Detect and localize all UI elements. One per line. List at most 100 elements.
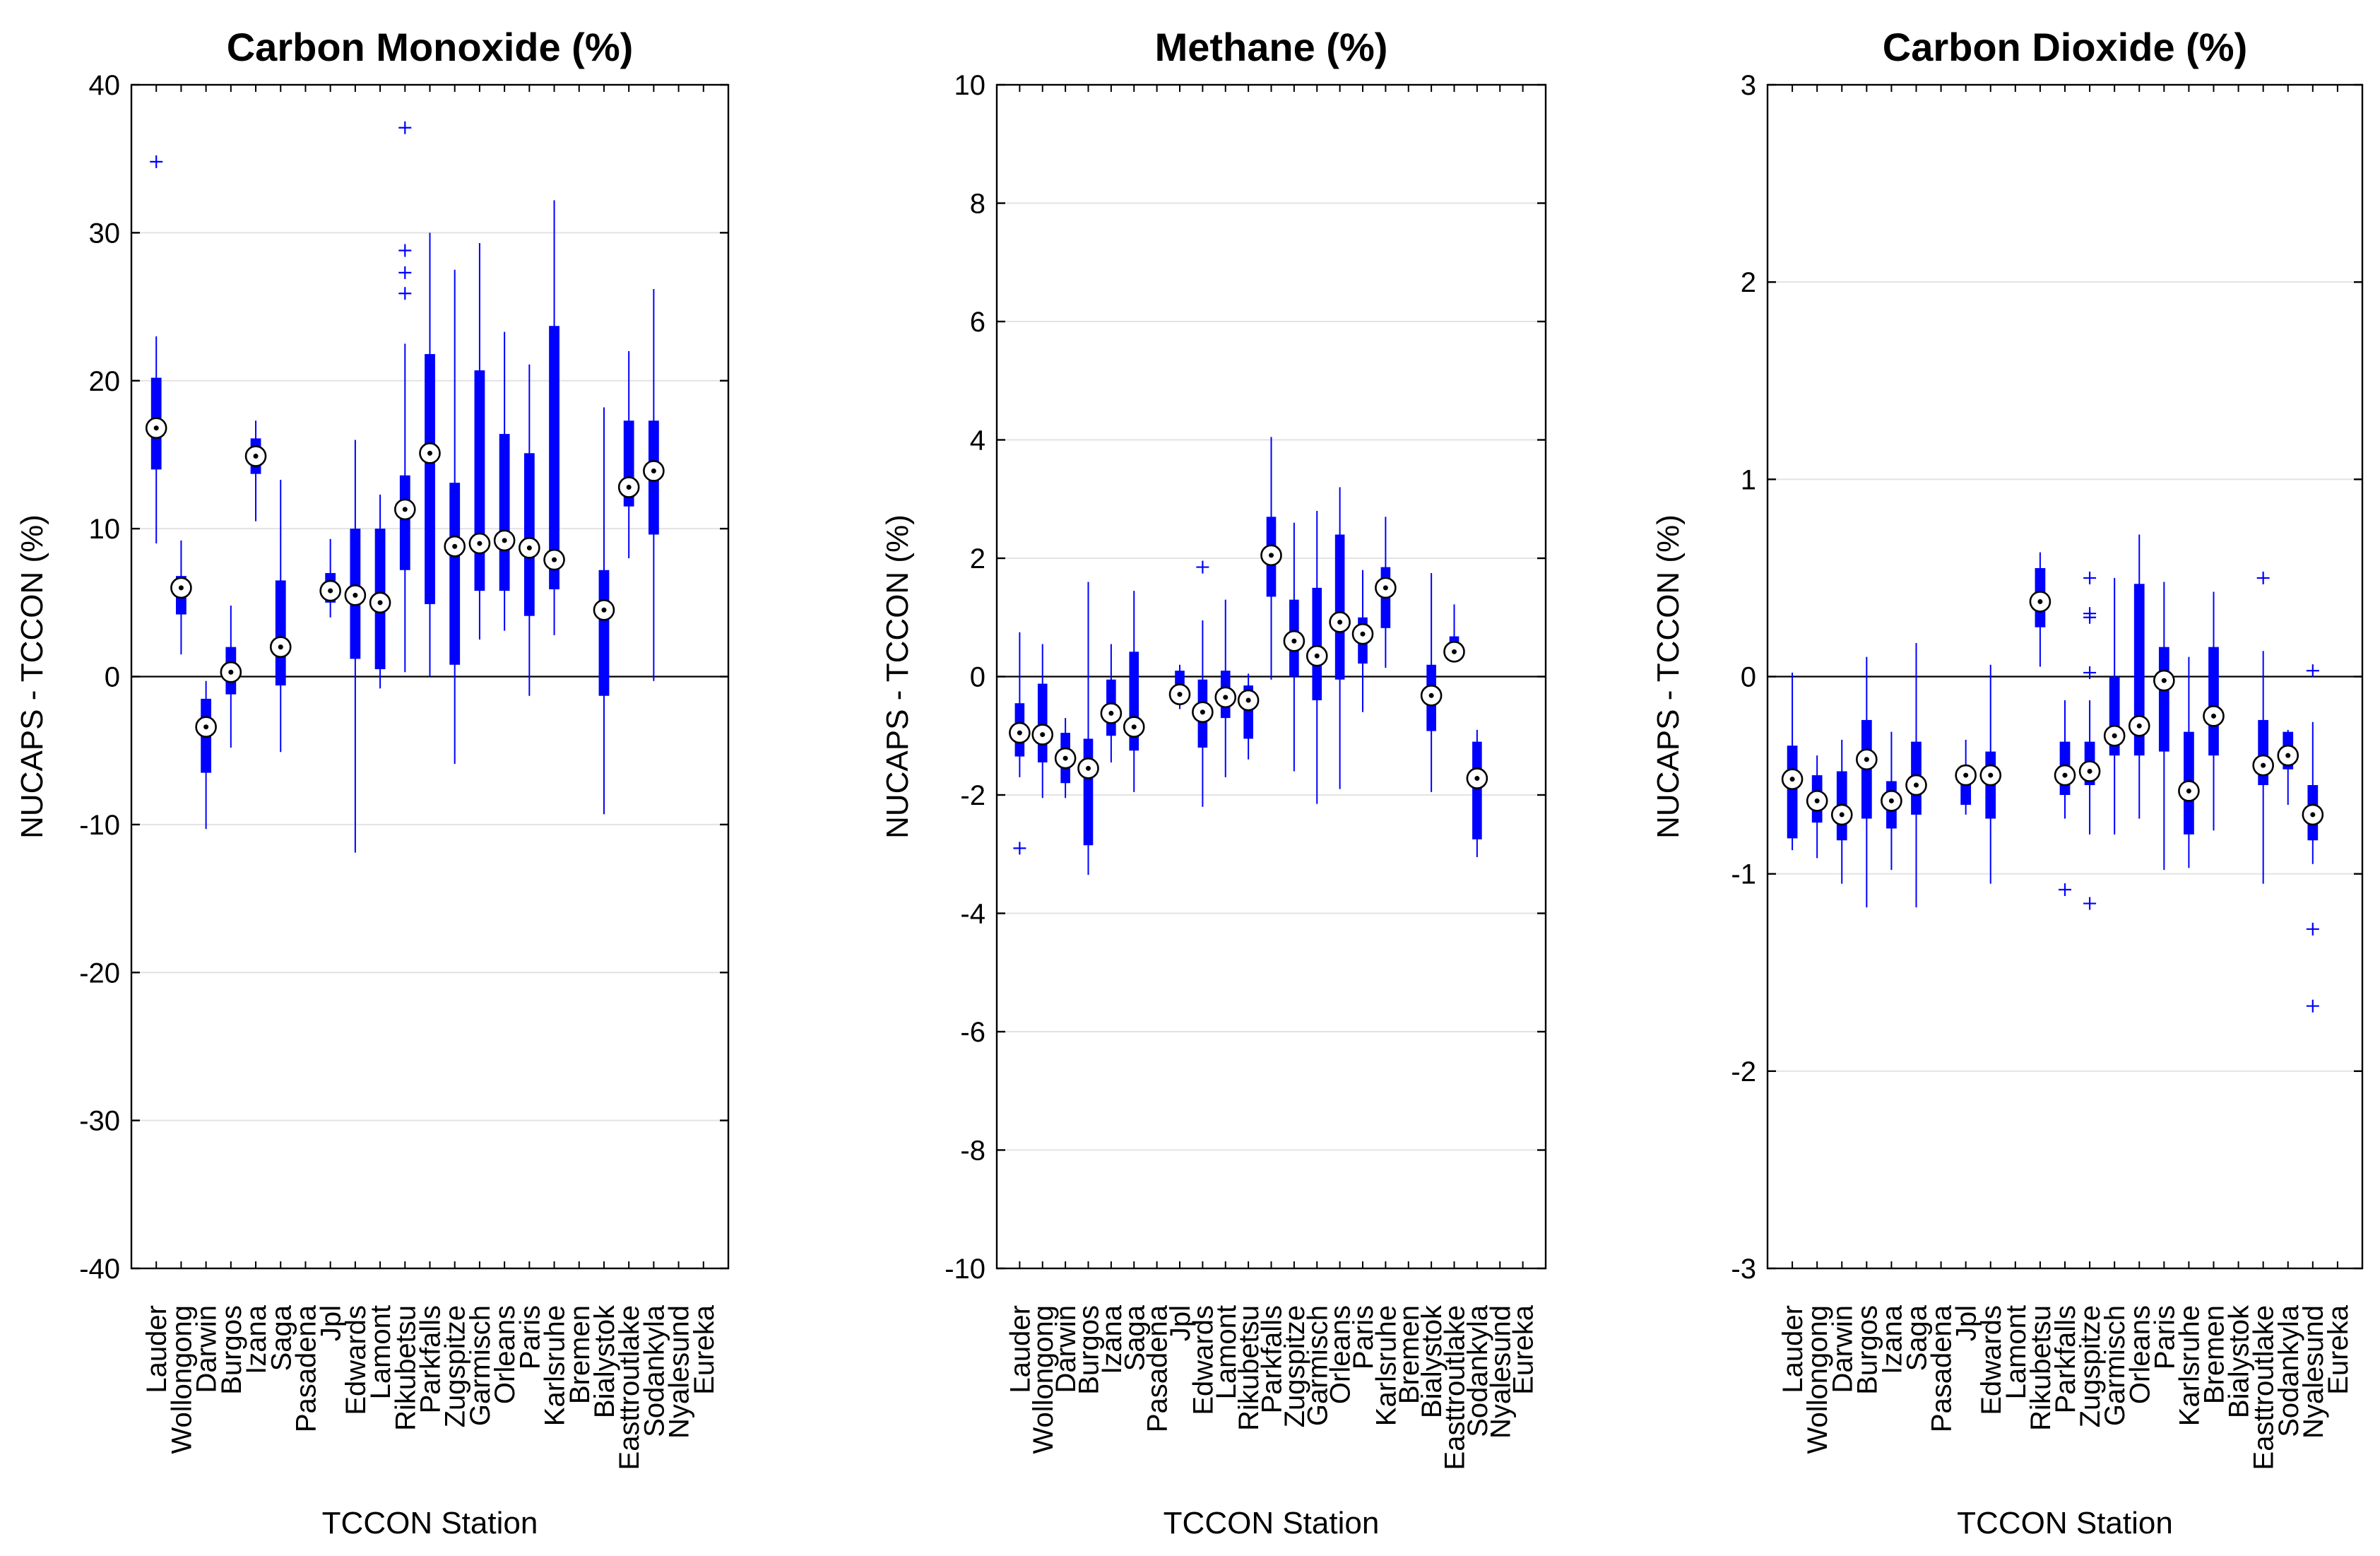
station-label: Parkfalls xyxy=(2050,1305,2081,1413)
y-tick-label: 40 xyxy=(89,70,121,101)
median-dot xyxy=(452,543,458,549)
station-label: Rikubetsu xyxy=(2025,1305,2056,1431)
station-label: Sodankyla xyxy=(2273,1304,2304,1437)
median-dot xyxy=(1017,730,1022,736)
station-label: Saga xyxy=(266,1304,297,1371)
box-easttroutlake xyxy=(1443,604,1465,663)
median-dot xyxy=(2037,599,2043,604)
y-tick-label: -10 xyxy=(79,810,120,841)
box-garmisch xyxy=(468,243,491,640)
y-tick-label: 2 xyxy=(970,543,985,574)
median-dot xyxy=(1789,777,1795,782)
box-lauder xyxy=(1009,632,1031,855)
y-axis-label: NUCAPS - TCCON (%) xyxy=(880,514,915,839)
median-dot xyxy=(402,507,408,512)
median-dot xyxy=(228,669,234,675)
median-dot xyxy=(1383,585,1388,591)
y-tick-label: 8 xyxy=(970,189,985,220)
median-dot xyxy=(2136,723,2142,729)
station-label: Edwards xyxy=(341,1305,372,1415)
station-label: Jpl xyxy=(1165,1305,1196,1341)
median-dot xyxy=(1131,724,1137,730)
median-dot xyxy=(2261,762,2266,768)
station-label: Zugspitze xyxy=(1279,1305,1310,1427)
y-tick-label: -8 xyxy=(960,1136,985,1167)
station-label: Wollongong xyxy=(166,1305,197,1454)
outlier-marker xyxy=(398,266,412,279)
station-label: Darwin xyxy=(191,1305,223,1393)
box-sodankyla xyxy=(2277,729,2299,805)
x-axis-label: TCCON Station xyxy=(1164,1506,1380,1540)
y-tick-label: -30 xyxy=(79,1106,120,1137)
iqr-box xyxy=(1312,587,1322,700)
median-dot xyxy=(526,545,532,550)
median-dot xyxy=(2161,678,2167,683)
median-dot xyxy=(2285,753,2291,758)
median-dot xyxy=(2062,772,2068,778)
y-tick-label: 3 xyxy=(1741,70,1756,101)
box-zugspitze xyxy=(1283,522,1306,772)
y-tick-label: 30 xyxy=(89,218,121,249)
median-dot xyxy=(1452,649,1457,654)
median-dot xyxy=(203,724,209,730)
iqr-box xyxy=(275,580,286,686)
iqr-box xyxy=(499,434,510,591)
station-label: Nyalesund xyxy=(1485,1305,1516,1439)
y-tick-label: -3 xyxy=(1731,1254,1756,1285)
outlier-marker xyxy=(398,121,412,134)
x-axis-label: TCCON Station xyxy=(322,1506,538,1540)
box-edwards xyxy=(1192,560,1214,807)
median-dot xyxy=(1360,631,1366,637)
median-dot xyxy=(427,450,432,456)
station-label: Rikubetsu xyxy=(1233,1305,1265,1431)
outlier-marker xyxy=(2306,922,2319,936)
station-label: Karlsruhe xyxy=(1370,1305,1402,1426)
chart-panel: -40 -30 -20 -10 0 10 20 30 40 LauderWollongongDar… xyxy=(15,25,730,1540)
median-dot xyxy=(253,454,259,459)
y-tick-label: -40 xyxy=(79,1254,120,1285)
station-label: Izana xyxy=(1096,1304,1127,1374)
box-darwin xyxy=(195,680,217,830)
median-dot xyxy=(1474,776,1480,782)
station-label: Pasadena xyxy=(290,1304,321,1432)
iqr-box xyxy=(523,453,535,616)
box-lamont xyxy=(369,494,391,689)
iqr-box xyxy=(2158,647,2169,752)
y-tick-label: 4 xyxy=(970,425,985,456)
box-jpl xyxy=(1955,739,1977,815)
box-parkfalls xyxy=(1260,437,1282,680)
station-label: Burgos xyxy=(1074,1305,1105,1395)
box-bremen xyxy=(2203,591,2225,831)
median-dot xyxy=(1888,798,1894,803)
box-orleans xyxy=(493,331,516,631)
station-label: Orleans xyxy=(490,1305,521,1404)
station-label: Parkfalls xyxy=(1257,1305,1288,1413)
box-nyalesund xyxy=(2302,664,2324,1013)
median-dot xyxy=(377,600,383,606)
box-jpl xyxy=(319,538,341,618)
y-tick-label: -1 xyxy=(1731,859,1756,890)
station-label: Orleans xyxy=(1325,1305,1356,1404)
outlier-marker xyxy=(2083,897,2097,910)
station-label: Sodankyla xyxy=(1462,1304,1493,1437)
station-label: Parkfalls xyxy=(415,1305,446,1413)
median-dot xyxy=(178,585,184,591)
station-label: Izana xyxy=(241,1304,272,1374)
outlier-marker xyxy=(2306,664,2319,678)
box-zugspitze xyxy=(2078,571,2101,910)
station-label: Pasadena xyxy=(1142,1304,1173,1432)
iqr-box xyxy=(425,354,435,604)
box-wollongong xyxy=(1031,644,1054,798)
outlier-marker xyxy=(2083,666,2097,679)
station-label: Paris xyxy=(514,1305,545,1369)
iqr-box xyxy=(1472,741,1482,839)
station-label: Rikubetsu xyxy=(390,1305,421,1431)
station-label: Nyalesund xyxy=(2298,1305,2329,1439)
chart-title: Carbon Dioxide (%) xyxy=(1883,25,2247,69)
station-label: Edwards xyxy=(1976,1305,2007,1415)
outlier-marker xyxy=(398,244,412,257)
median-dot xyxy=(1988,772,1994,778)
iqr-box xyxy=(2133,584,2145,756)
box-lamont xyxy=(1214,599,1237,777)
box-lauder xyxy=(145,155,167,544)
